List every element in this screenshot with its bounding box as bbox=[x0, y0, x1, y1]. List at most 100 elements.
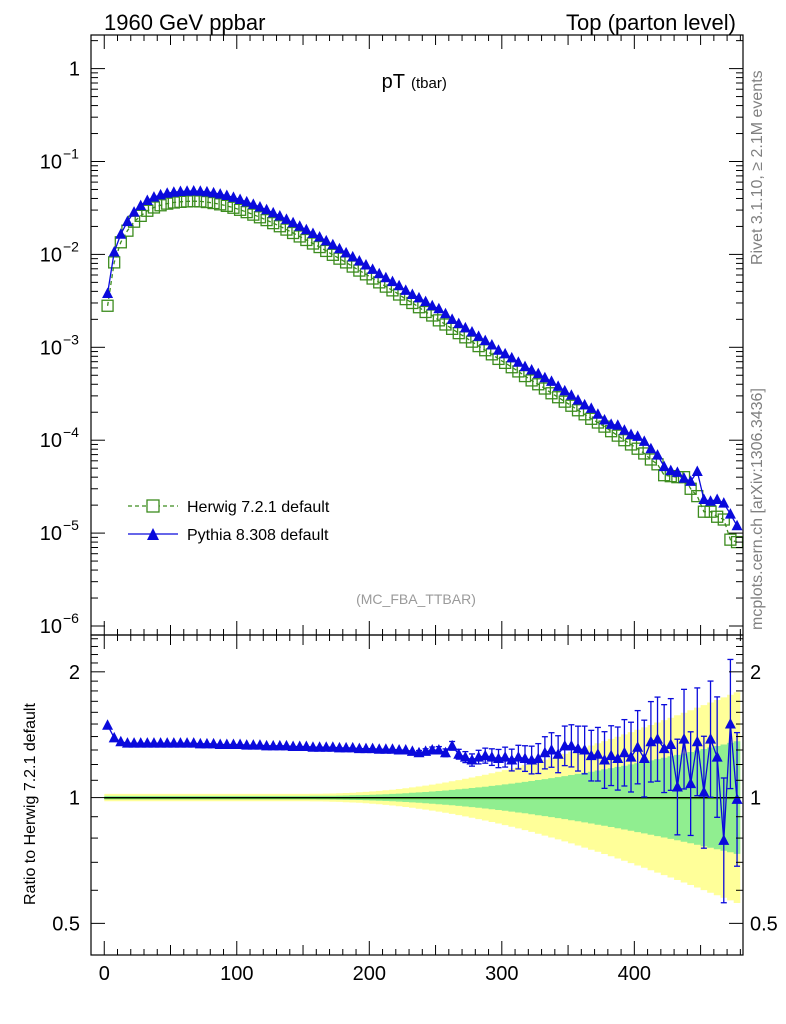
pythia-point bbox=[711, 493, 723, 504]
pythia-point bbox=[585, 402, 597, 413]
legend-pythia-label: Pythia 8.308 default bbox=[187, 527, 329, 544]
herwig-point bbox=[320, 244, 333, 258]
ratio-pythia-point bbox=[645, 735, 657, 747]
ratio-pythia-point bbox=[459, 751, 471, 762]
herwig-point bbox=[538, 382, 552, 395]
pythia-point bbox=[506, 351, 518, 363]
ratio-pythia-point bbox=[565, 739, 577, 751]
pythia-point bbox=[327, 238, 339, 250]
ratio-y-tick-label-right: 1 bbox=[750, 788, 761, 810]
ratio-y-tick-label-left: 2 bbox=[69, 662, 80, 684]
herwig-point bbox=[214, 198, 227, 211]
pythia-point bbox=[221, 189, 233, 201]
herwig-point bbox=[253, 211, 267, 224]
herwig-point bbox=[724, 533, 737, 546]
herwig-point bbox=[525, 374, 538, 387]
ratio-pythia-point bbox=[499, 751, 511, 762]
herwig-point bbox=[631, 442, 644, 455]
herwig-point bbox=[207, 196, 220, 210]
ratio-pythia-point bbox=[108, 731, 120, 743]
ratio-pythia-point bbox=[658, 742, 670, 754]
pythia-point bbox=[274, 210, 286, 221]
pythia-point bbox=[599, 413, 611, 425]
pythia-point bbox=[393, 279, 405, 291]
herwig-point bbox=[108, 256, 121, 269]
x-tick-label: 0 bbox=[99, 963, 110, 985]
pythia-point bbox=[453, 317, 465, 329]
ratio-pythia-point bbox=[406, 745, 418, 756]
pythia-point bbox=[247, 198, 259, 209]
x-tick-label: 400 bbox=[618, 963, 651, 985]
pythia-point bbox=[612, 419, 624, 430]
analysis-tag: (MC_FBA_TTBAR) bbox=[356, 591, 476, 607]
pythia-point bbox=[254, 200, 266, 212]
herwig-point bbox=[697, 505, 711, 518]
main-y-tick-exponent: −4 bbox=[63, 424, 79, 440]
pythia-point bbox=[121, 215, 133, 227]
herwig-point bbox=[101, 299, 114, 312]
pythia-point bbox=[512, 356, 524, 367]
pythia-point bbox=[201, 185, 213, 197]
pythia-point bbox=[340, 246, 352, 258]
ratio-pythia-point bbox=[486, 751, 498, 762]
pythia-point bbox=[307, 227, 319, 238]
main-y-tick-label: 10 bbox=[40, 430, 62, 452]
pythia-point bbox=[579, 398, 591, 410]
pythia-point bbox=[618, 424, 630, 435]
pythia-point bbox=[115, 228, 127, 239]
pythia-point bbox=[420, 295, 432, 307]
pythia-point bbox=[353, 254, 365, 266]
main-y-tick-label: 10 bbox=[40, 523, 62, 545]
pythia-point bbox=[234, 193, 246, 204]
ratio-y-tick-label-right: 0.5 bbox=[750, 913, 778, 935]
ratio-y-axis-label: Ratio to Herwig 7.2.1 default bbox=[22, 703, 39, 905]
main-axes: 10 −610 −510 −410 −310 −210 −11 bbox=[40, 35, 743, 638]
pythia-point bbox=[532, 367, 544, 379]
pythia-point bbox=[108, 246, 120, 257]
pythia-point bbox=[519, 360, 531, 372]
pythia-point bbox=[559, 384, 571, 396]
ratio-y-tick-label-left: 0.5 bbox=[52, 913, 80, 935]
ratio-pythia-point bbox=[367, 742, 379, 754]
mcplots-label: mcplots.cern.ch [arXiv:1306.3436] bbox=[749, 388, 766, 630]
herwig-point bbox=[187, 195, 200, 208]
pythia-point bbox=[439, 307, 451, 319]
ratio-pythia-point bbox=[400, 743, 412, 755]
herwig-point bbox=[419, 305, 432, 319]
ratio-pythia-point bbox=[327, 741, 339, 752]
herwig-point bbox=[174, 195, 187, 208]
ratio-pythia-point bbox=[605, 749, 617, 761]
legend-herwig-marker bbox=[146, 499, 160, 513]
herwig-point bbox=[161, 197, 174, 210]
pythia-point bbox=[287, 216, 299, 228]
rivet-version-label: Rivet 3.1.10, ≥ 2.1M events bbox=[749, 70, 766, 265]
pythia-point bbox=[194, 185, 206, 196]
pythia-point bbox=[499, 347, 511, 359]
ratio-pythia-point bbox=[652, 733, 664, 744]
herwig-point bbox=[141, 204, 154, 217]
herwig-point bbox=[711, 510, 724, 523]
herwig-point bbox=[227, 201, 240, 214]
pythia-point bbox=[102, 287, 114, 298]
pythia-point bbox=[625, 428, 637, 440]
pythia-point bbox=[333, 242, 345, 254]
herwig-point bbox=[240, 205, 253, 219]
ratio-pythia-point bbox=[446, 739, 458, 751]
herwig-point bbox=[180, 195, 194, 208]
herwig-point bbox=[194, 195, 207, 208]
ratio-pythia-point bbox=[347, 741, 359, 753]
pythia-point bbox=[406, 288, 418, 300]
ratio-pythia-point bbox=[572, 742, 584, 754]
herwig-point bbox=[293, 230, 306, 243]
pythia-point bbox=[241, 195, 253, 207]
main-plot-panel: 10 −610 −510 −410 −310 −210 −11 pT (tbar) (MC_… bbox=[40, 34, 744, 638]
ratio-uncertainty-bands bbox=[104, 692, 741, 903]
x-tick-label: 100 bbox=[220, 963, 253, 985]
main-y-tick-exponent: −3 bbox=[63, 331, 79, 347]
pythia-point bbox=[128, 206, 140, 217]
ratio-pythia-point bbox=[638, 752, 650, 764]
ratio-pythia-point bbox=[665, 738, 677, 749]
plot-title-sub: (tbar) bbox=[411, 75, 447, 92]
ratio-pythia-point bbox=[188, 737, 200, 748]
pythia-point bbox=[572, 394, 584, 405]
